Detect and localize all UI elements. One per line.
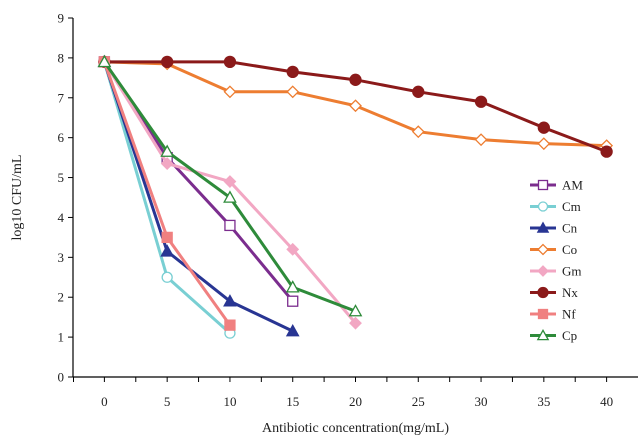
data-point-nx [537,121,550,134]
y-tick-label: 9 [58,11,65,26]
x-tick-label: 0 [101,394,108,409]
data-point-cn [285,324,300,337]
legend-item-gm: Gm [530,264,582,279]
legend-label: Nx [562,285,578,300]
data-point-co [537,137,551,151]
x-tick-label: 30 [475,394,488,409]
y-tick-label: 6 [58,130,65,145]
data-point-cp [223,190,237,203]
data-point-co [474,133,488,147]
legend-item-cm: Cm [530,199,581,214]
legend-item-cp: Cp [530,328,577,343]
data-point-gm [349,316,362,330]
data-point-cp [285,280,300,293]
series-am [98,56,299,307]
y-tick-label: 7 [58,90,65,105]
x-tick-label: 35 [537,394,550,409]
legend-label: Cp [562,328,577,343]
legend-item-nf: Nf [530,307,576,322]
data-point-gm [286,242,300,256]
data-point-nx [412,85,425,98]
data-point-co [223,85,237,99]
legend-item-nx: Nx [530,285,578,300]
legend-label: AM [562,178,583,193]
legend-item-co: Co [530,242,577,257]
axes: 0 1 2 3 4 5 6 7 8 9 0 5 10 15 20 25 30 35 40 [58,11,638,409]
y-axis-title: log10 CFU/mL [10,155,25,241]
data-point-gm [160,157,174,171]
x-tick-label: 10 [223,394,236,409]
data-point-nx [286,65,299,78]
data-point-gm [223,175,237,188]
legend-marker [537,286,549,299]
y-tick-label: 1 [58,330,65,345]
y-tick-label: 5 [58,170,65,185]
data-point-co [286,85,300,99]
data-point-cp [97,54,112,68]
series-line-am [103,61,294,303]
legend-item-am: AM [530,178,583,193]
data-point-nf [161,231,173,244]
series-layer [97,54,614,339]
legend-item-cn: Cn [530,221,578,236]
data-point-nf [224,319,236,331]
data-point-co [349,99,362,113]
data-point-nx [161,55,174,69]
x-tick-label: 20 [349,394,362,409]
data-point-cp [160,144,175,157]
legend-label: Gm [562,264,582,279]
y-tick-label: 4 [58,210,65,225]
y-tick-label: 3 [58,250,65,265]
data-point-nx [223,55,237,69]
legend-label: Co [562,242,577,257]
series-line-cn [102,61,294,333]
legend-label: Cn [562,221,578,236]
data-point-nx [474,95,488,108]
series-cm [98,56,236,339]
legend-marker [537,201,549,212]
series-cp [97,54,363,317]
legend-marker [536,221,550,233]
legend-label: Cm [562,199,581,214]
data-point-cm [161,271,173,283]
x-tick-label: 25 [412,394,425,409]
y-tick-label: 2 [58,290,65,305]
legend-label: Nf [562,307,576,322]
data-point-cn [223,294,237,307]
data-point-cn [160,244,175,257]
data-point-nx [600,145,613,158]
legend-marker [537,179,549,191]
legend-marker [537,308,549,320]
legend-marker [537,243,549,256]
x-tick-label: 5 [164,394,171,409]
y-tick-label: 0 [58,370,65,385]
data-point-co [411,125,425,139]
y-tick-label: 8 [58,50,65,65]
data-point-am [287,295,299,307]
data-point-cp [348,304,363,317]
series-line-cm [102,61,231,335]
data-point-nx [349,73,362,86]
legend-marker [537,265,549,277]
x-axis-title: Antibiotic concentration(mg/mL) [262,421,449,436]
legend-marker [536,328,550,341]
data-point-am [224,219,236,232]
legend: AM Cm Cn Co Gm Nx Nf Cp [530,178,583,343]
x-tick-label: 15 [286,394,299,409]
x-tick-label: 40 [600,394,613,409]
series-co [97,55,614,153]
